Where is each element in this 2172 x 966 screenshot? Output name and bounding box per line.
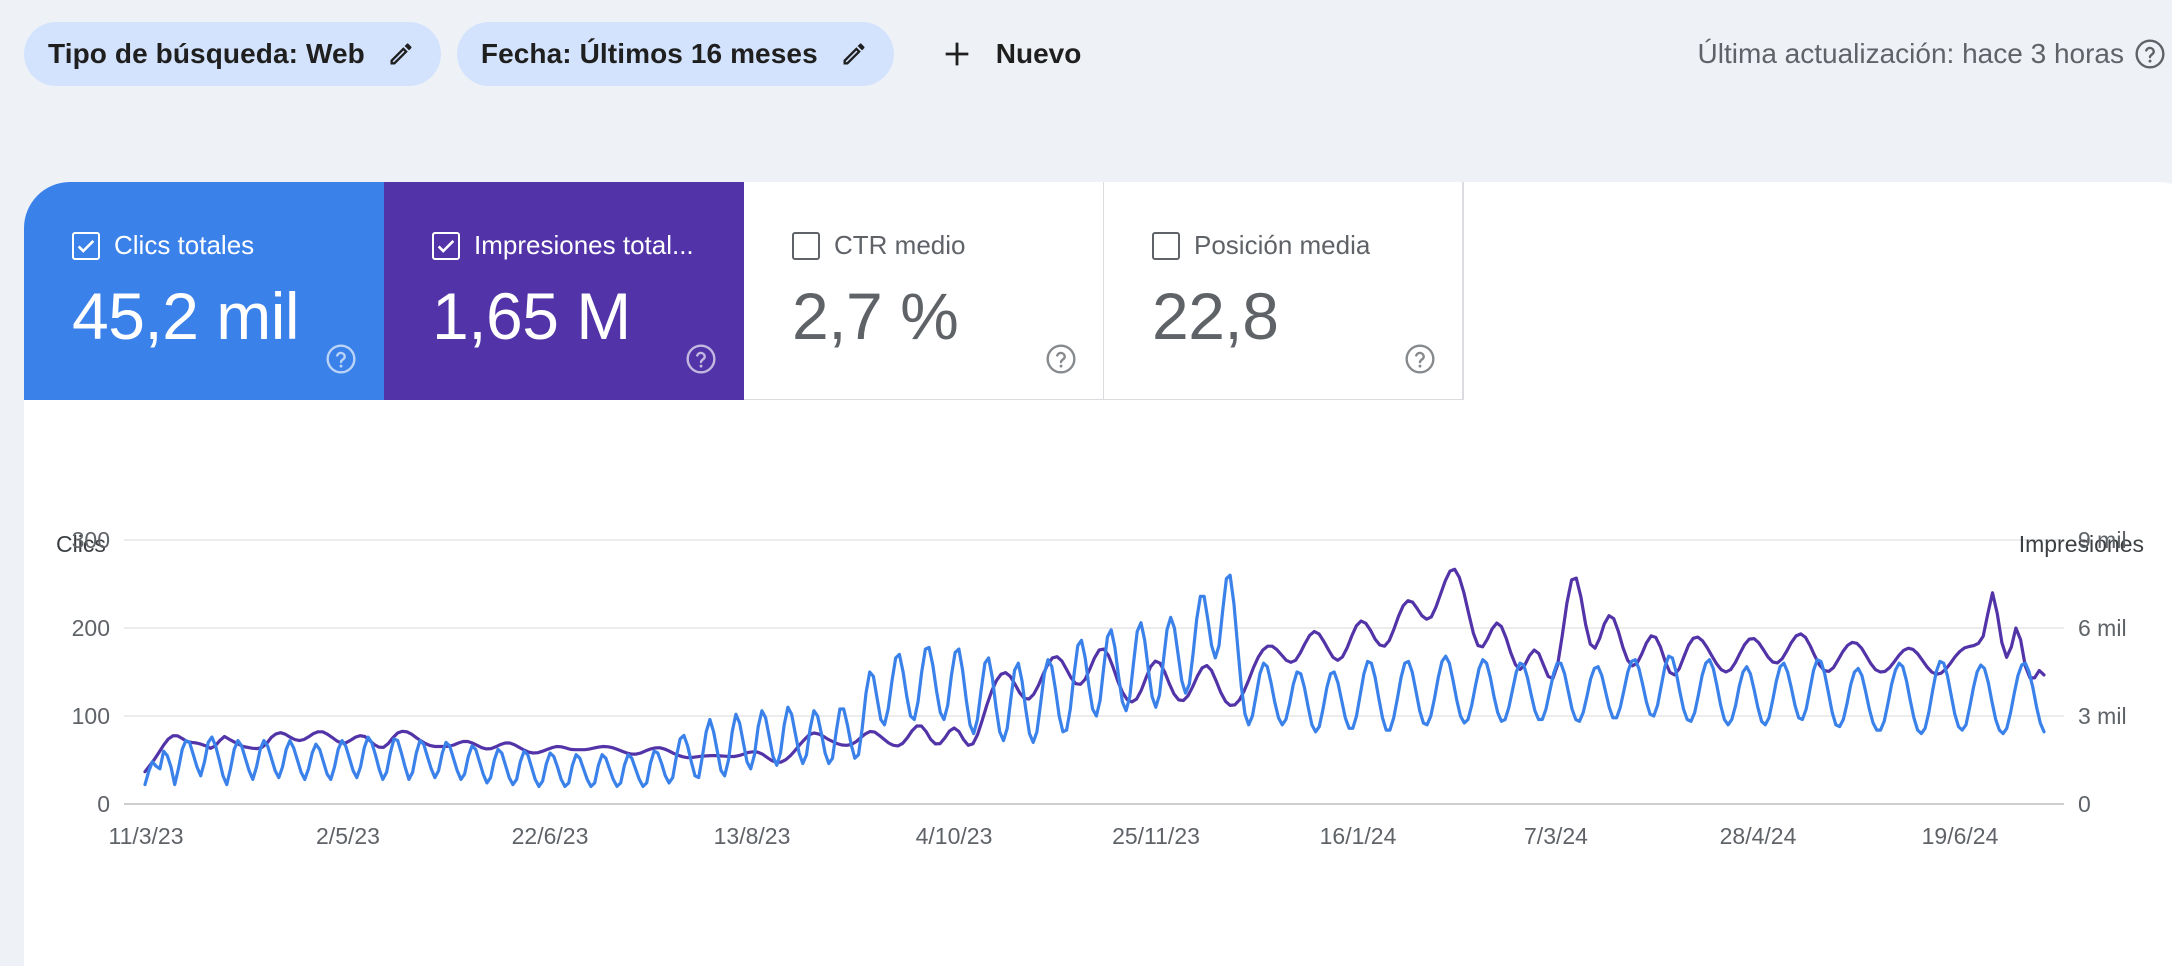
- x-tick-label: 11/3/23: [108, 823, 183, 849]
- metric-label: Impresiones total...: [474, 230, 694, 260]
- last-update-text: Última actualización: hace 3 horas: [1697, 38, 2124, 69]
- average-position-checkbox[interactable]: [1152, 231, 1180, 260]
- check-icon: [437, 239, 455, 253]
- help-icon[interactable]: [2134, 38, 2166, 70]
- help-icon[interactable]: [325, 343, 357, 375]
- date-range-chip-label: Fecha: Últimos 16 meses: [480, 38, 818, 69]
- filter-bar: Tipo de búsqueda: Web Fecha: Últimos 16 …: [24, 22, 2172, 86]
- search-type-chip[interactable]: Tipo de búsqueda: Web: [24, 22, 441, 86]
- right-axis-title: Impresiones: [2019, 531, 2144, 557]
- x-tick-label: 28/4/24: [1720, 823, 1797, 849]
- pencil-icon[interactable]: [387, 40, 415, 68]
- average-ctr-checkbox[interactable]: [792, 231, 820, 260]
- right-tick-label: 9 mil: [2078, 527, 2127, 553]
- check-icon: [77, 239, 95, 253]
- metric-total-impressions[interactable]: Impresiones total... 1,65 M: [384, 182, 744, 400]
- metric-label: Posición media: [1194, 230, 1371, 260]
- x-tick-label: 13/8/23: [714, 823, 791, 849]
- plus-icon: [945, 42, 969, 66]
- performance-card: Clics totales 45,2 mil Impresiones total…: [24, 182, 2172, 966]
- metric-average-ctr[interactable]: CTR medio 2,7 %: [744, 182, 1104, 400]
- right-tick-label: 3 mil: [2078, 703, 2127, 729]
- metric-label: CTR medio: [834, 230, 966, 260]
- metric-label: Clics totales: [114, 230, 255, 260]
- metric-value: 45,2 mil: [72, 279, 300, 353]
- right-tick-label: 6 mil: [2078, 615, 2127, 641]
- help-icon[interactable]: [1404, 343, 1436, 375]
- left-tick-label: 0: [97, 791, 110, 817]
- left-tick-label: 100: [72, 703, 110, 729]
- series-line-impresiones: [143, 567, 2046, 774]
- x-tick-label: 4/10/23: [916, 823, 993, 849]
- performance-chart: Clics Impresiones 0 100 200 300 0 3 mil 6 mil…: [24, 400, 2172, 966]
- search-type-chip-label: Tipo de búsqueda: Web: [48, 38, 365, 69]
- x-tick-label: 7/3/24: [1524, 823, 1588, 849]
- chart-svg: Clics Impresiones 0 100 200 300 0 3 mil 6 mil…: [56, 527, 2144, 849]
- metric-value: 1,65 M: [432, 279, 631, 353]
- x-tick-label: 16/1/24: [1320, 823, 1397, 849]
- date-range-chip[interactable]: Fecha: Últimos 16 meses: [456, 22, 894, 86]
- left-axis-title: Clics: [56, 531, 106, 557]
- new-filter-label: Nuevo: [995, 38, 1082, 69]
- right-tick-label: 0: [2078, 791, 2091, 817]
- metric-value: 2,7 %: [792, 279, 959, 353]
- metric-tabs: Clics totales 45,2 mil Impresiones total…: [24, 182, 2172, 400]
- total-impressions-checkbox[interactable]: [432, 231, 460, 260]
- last-update: Última actualización: hace 3 horas: [1698, 22, 2166, 86]
- total-clicks-checkbox[interactable]: [72, 231, 100, 260]
- metric-value: 22,8: [1152, 279, 1279, 353]
- x-tick-label: 19/6/24: [1922, 823, 1999, 849]
- x-tick-label: 2/5/23: [316, 823, 380, 849]
- x-tick-label: 25/11/23: [1112, 823, 1200, 849]
- left-tick-label: 200: [72, 615, 110, 641]
- new-filter-button[interactable]: Nuevo: [920, 22, 1100, 86]
- series-line-clics: [143, 573, 2046, 788]
- help-icon[interactable]: [685, 343, 717, 375]
- left-tick-label: 300: [72, 527, 110, 553]
- metric-average-position[interactable]: Posición media 22,8: [1104, 182, 1464, 400]
- metric-total-clicks[interactable]: Clics totales 45,2 mil: [24, 182, 384, 400]
- pencil-icon[interactable]: [840, 40, 868, 68]
- help-icon[interactable]: [1045, 343, 1077, 375]
- x-tick-label: 22/6/23: [512, 823, 589, 849]
